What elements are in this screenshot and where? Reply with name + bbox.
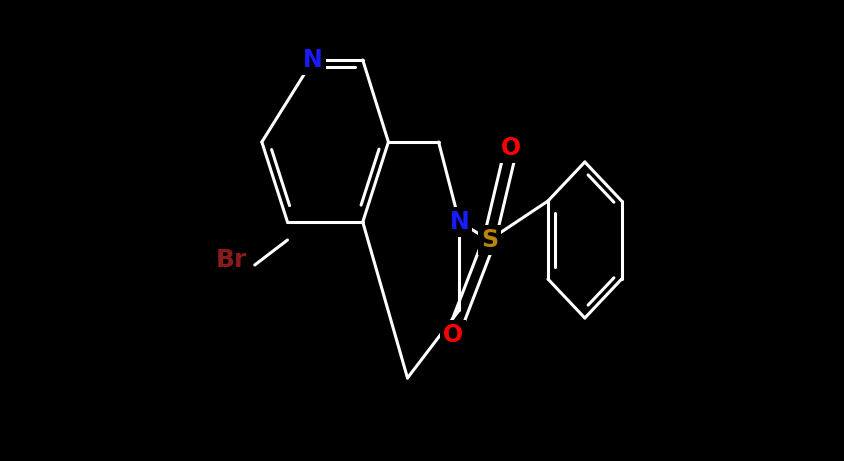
Text: N: N <box>303 48 322 72</box>
Text: O: O <box>500 136 521 160</box>
Text: S: S <box>480 228 497 252</box>
Text: Br: Br <box>215 248 246 272</box>
Text: O: O <box>442 323 463 347</box>
Text: N: N <box>449 210 468 234</box>
